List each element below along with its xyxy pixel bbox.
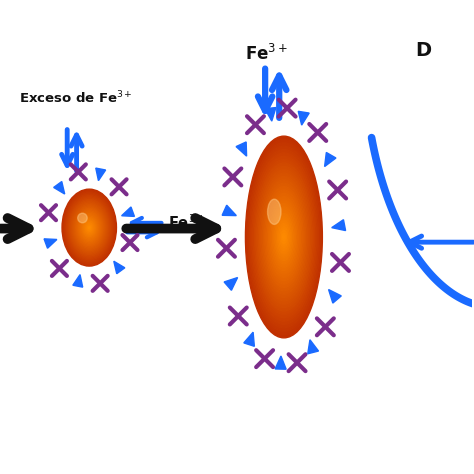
Ellipse shape: [76, 209, 103, 247]
Ellipse shape: [83, 219, 96, 237]
Ellipse shape: [269, 197, 299, 277]
Ellipse shape: [277, 220, 290, 254]
Ellipse shape: [82, 218, 97, 238]
Ellipse shape: [246, 136, 322, 338]
Ellipse shape: [69, 200, 109, 256]
Text: D: D: [415, 41, 431, 60]
Ellipse shape: [248, 143, 320, 331]
Ellipse shape: [258, 170, 310, 304]
Ellipse shape: [66, 196, 112, 260]
Ellipse shape: [66, 194, 113, 261]
Ellipse shape: [87, 225, 91, 230]
Ellipse shape: [267, 199, 281, 224]
Ellipse shape: [73, 205, 106, 251]
Ellipse shape: [249, 146, 319, 328]
Ellipse shape: [64, 191, 115, 264]
Text: Fe$^{3+}$: Fe$^{3+}$: [168, 214, 206, 232]
Ellipse shape: [78, 213, 87, 223]
Polygon shape: [244, 332, 255, 346]
Ellipse shape: [267, 193, 301, 281]
Polygon shape: [224, 278, 237, 290]
Ellipse shape: [276, 217, 292, 257]
Ellipse shape: [86, 222, 93, 233]
Ellipse shape: [270, 200, 298, 274]
Ellipse shape: [77, 211, 101, 244]
Ellipse shape: [88, 227, 90, 229]
Polygon shape: [96, 168, 106, 181]
Ellipse shape: [247, 139, 321, 335]
Ellipse shape: [81, 216, 97, 239]
Ellipse shape: [273, 210, 294, 264]
Ellipse shape: [257, 166, 311, 308]
Ellipse shape: [280, 227, 288, 247]
Ellipse shape: [84, 220, 95, 235]
Polygon shape: [325, 153, 336, 166]
Ellipse shape: [65, 193, 114, 262]
Ellipse shape: [255, 160, 313, 314]
Ellipse shape: [271, 203, 297, 271]
Ellipse shape: [85, 221, 94, 234]
Polygon shape: [236, 142, 246, 156]
Ellipse shape: [62, 189, 117, 266]
Ellipse shape: [76, 210, 102, 246]
Ellipse shape: [74, 206, 105, 249]
Ellipse shape: [252, 153, 316, 321]
Ellipse shape: [255, 163, 312, 311]
Polygon shape: [275, 356, 286, 369]
Ellipse shape: [261, 176, 307, 298]
Ellipse shape: [273, 207, 295, 267]
Ellipse shape: [72, 203, 107, 252]
Text: Fe$^{3+}$: Fe$^{3+}$: [246, 44, 288, 64]
Ellipse shape: [264, 183, 304, 291]
Ellipse shape: [262, 180, 306, 294]
Ellipse shape: [279, 224, 289, 250]
Ellipse shape: [87, 224, 92, 231]
Polygon shape: [332, 219, 346, 230]
Ellipse shape: [260, 173, 308, 301]
Ellipse shape: [68, 198, 110, 257]
Ellipse shape: [79, 213, 99, 242]
Polygon shape: [114, 261, 125, 273]
Text: Exceso de Fe$^{3+}$: Exceso de Fe$^{3+}$: [19, 90, 133, 106]
Polygon shape: [328, 290, 341, 303]
Polygon shape: [122, 207, 135, 217]
Polygon shape: [44, 239, 57, 248]
Polygon shape: [308, 340, 319, 354]
Polygon shape: [54, 182, 64, 194]
Ellipse shape: [67, 197, 111, 258]
Ellipse shape: [283, 234, 285, 240]
Ellipse shape: [282, 230, 286, 244]
Ellipse shape: [266, 190, 302, 284]
Ellipse shape: [80, 215, 98, 240]
Ellipse shape: [63, 191, 116, 265]
Ellipse shape: [71, 202, 108, 253]
Polygon shape: [73, 274, 82, 287]
Ellipse shape: [75, 207, 104, 248]
Ellipse shape: [70, 201, 108, 255]
Ellipse shape: [251, 150, 317, 324]
Ellipse shape: [275, 213, 293, 261]
Polygon shape: [298, 111, 309, 125]
Ellipse shape: [253, 156, 315, 318]
Ellipse shape: [264, 187, 303, 287]
Polygon shape: [265, 108, 276, 121]
Polygon shape: [222, 205, 237, 216]
Ellipse shape: [78, 212, 100, 243]
